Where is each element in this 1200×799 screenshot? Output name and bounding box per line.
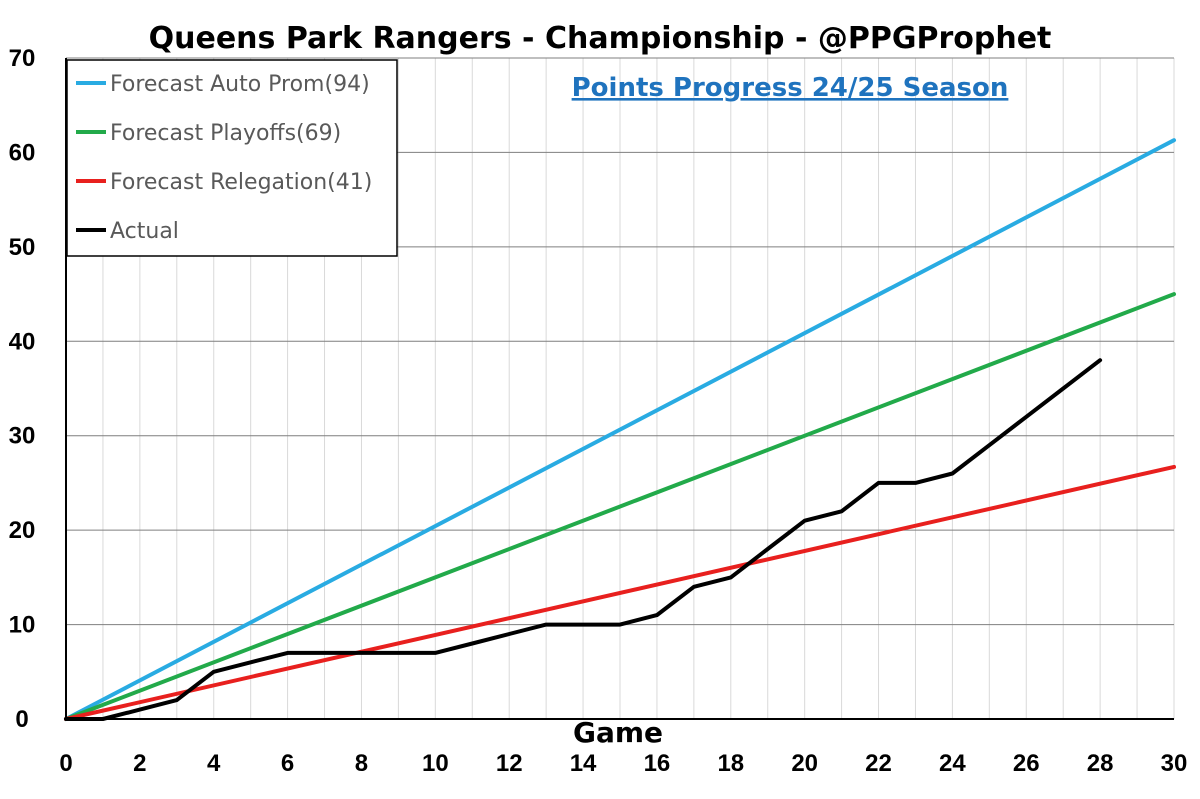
x-tick-label: 30 [1161, 750, 1188, 777]
x-axis-label: Game [573, 716, 663, 749]
x-tick-label: 28 [1087, 750, 1114, 777]
legend-box [66, 59, 398, 257]
y-tick-label: 20 [9, 517, 36, 544]
y-tick-label: 10 [9, 612, 36, 639]
x-tick-label: 10 [422, 750, 449, 777]
y-tick-label: 60 [9, 139, 36, 166]
y-tick-label: 40 [9, 328, 36, 355]
x-tick-label: 14 [570, 750, 597, 777]
legend-entry: Forecast Playoffs(69) [110, 121, 341, 146]
y-tick-labels: 0 10 20 30 40 50 60 70 [9, 45, 36, 733]
x-tick-label: 16 [644, 750, 671, 777]
x-tick-label: 6 [281, 750, 294, 777]
x-tick-label: 0 [59, 750, 72, 777]
x-tick-label: 4 [207, 750, 221, 777]
series-line [64, 138, 1176, 721]
series-line [64, 358, 1103, 721]
x-tick-label: 20 [791, 750, 818, 777]
legend-entry: Forecast Auto Prom(94) [110, 72, 370, 97]
x-tick-label: 24 [939, 750, 966, 777]
x-tick-label: 22 [865, 750, 892, 777]
x-tick-label: 12 [496, 750, 523, 777]
x-tick-label: 8 [355, 750, 368, 777]
x-tick-label: 18 [717, 750, 744, 777]
y-tick-label: 50 [9, 234, 36, 261]
chart-title: Queens Park Rangers - Championship - @PP… [149, 21, 1052, 56]
y-tick-label: 70 [9, 45, 36, 72]
legend-entry: Forecast Relegation(41) [110, 170, 372, 195]
x-tick-label: 2 [133, 750, 146, 777]
x-tick-label: 26 [1013, 750, 1040, 777]
chart-subtitle: Points Progress 24/25 Season [572, 73, 1009, 103]
x-tick-labels: 0 2 4 6 8 10 12 14 16 18 20 22 24 26 28 30 [59, 750, 1187, 777]
series-line [64, 292, 1176, 721]
legend: Forecast Auto Prom(94) Forecast Playoffs(… [66, 59, 398, 257]
legend-entry: Actual [110, 219, 179, 244]
series-lines [64, 138, 1176, 721]
series-line [64, 464, 1176, 721]
y-tick-label: 0 [15, 706, 28, 733]
y-tick-label: 30 [9, 423, 36, 450]
axes [65, 58, 1174, 720]
